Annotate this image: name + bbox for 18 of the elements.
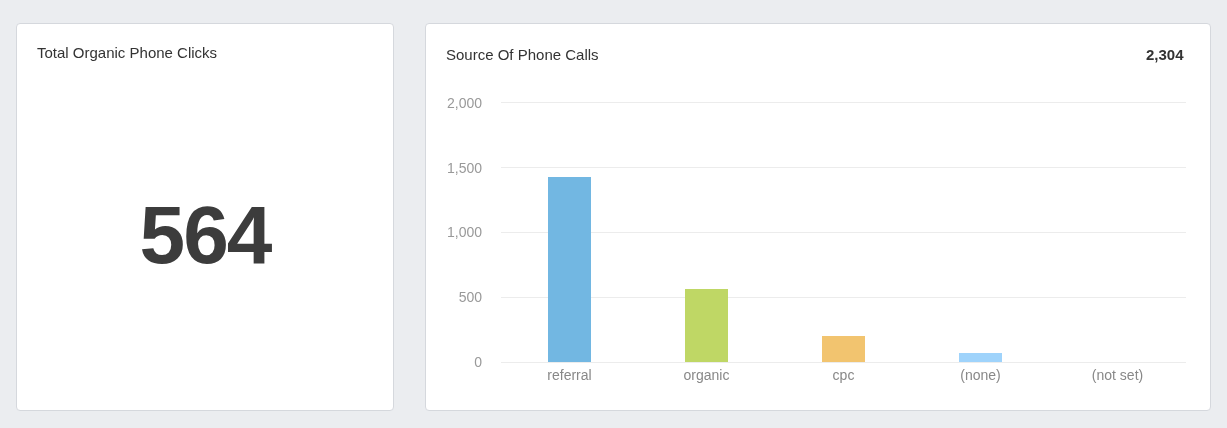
x-tick-label: cpc <box>832 366 855 383</box>
x-tick-label: referral <box>547 366 592 383</box>
y-tick-label: 1,500 <box>446 159 483 176</box>
x-tick-label: (none) <box>960 366 1001 383</box>
x-tick-label: (not set) <box>1091 366 1144 383</box>
y-tick-label: 0 <box>474 353 483 370</box>
chart-title: Source Of Phone Calls <box>446 46 599 64</box>
x-tick-label: organic <box>683 366 730 383</box>
text: 2,304 <box>1146 46 1185 63</box>
y-tick-label: 2,000 <box>446 94 483 111</box>
text: Total Organic Phone Clicks <box>37 44 218 61</box>
bar <box>685 289 728 362</box>
text: 564 <box>139 189 271 280</box>
bar <box>959 352 1002 362</box>
y-tick-label: 1,000 <box>446 224 483 241</box>
y-tick-label: 500 <box>458 289 483 306</box>
bar <box>548 176 591 362</box>
bar <box>822 336 865 362</box>
